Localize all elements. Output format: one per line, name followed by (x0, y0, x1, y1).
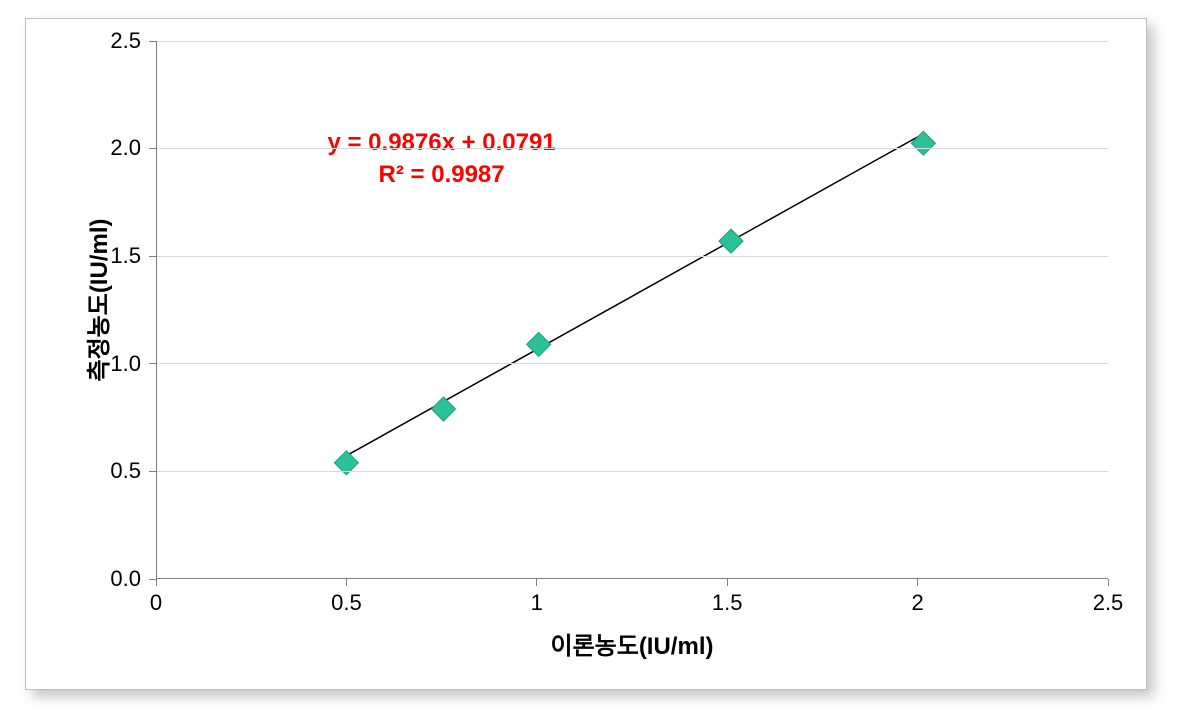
gridline-y (156, 256, 1108, 257)
equation-line1: y = 0.9876x + 0.0791 (218, 127, 665, 159)
y-tick-label: 1.5 (110, 243, 141, 269)
x-axis-line (156, 578, 1108, 579)
plot-area: y = 0.9876x + 0.0791 R² = 0.9987 00.511.… (156, 41, 1108, 579)
gridline-y (156, 41, 1108, 42)
y-tick-label: 2.5 (110, 28, 141, 54)
gridline-y (156, 363, 1108, 364)
y-tick (149, 41, 156, 42)
data-point (432, 397, 456, 421)
y-tick (149, 579, 156, 580)
y-tick (149, 363, 156, 364)
x-tick (1108, 579, 1109, 586)
y-axis-line (156, 41, 157, 579)
x-tick-label: 0.5 (316, 590, 376, 616)
x-tick (917, 579, 918, 586)
x-axis-title: 이론농도(IU/ml) (512, 626, 752, 661)
x-tick-label: 1 (507, 590, 567, 616)
y-tick (149, 148, 156, 149)
y-tick-label: 0.0 (110, 566, 141, 592)
y-tick (149, 256, 156, 257)
x-tick (727, 579, 728, 586)
y-tick-label: 0.5 (110, 458, 141, 484)
equation-line2: R² = 0.9987 (218, 159, 665, 191)
data-point (911, 131, 935, 155)
data-point (719, 229, 743, 253)
y-axis-title: 측정농도(IU/ml) (79, 180, 114, 420)
x-tick-label: 2 (888, 590, 948, 616)
chart-frame: y = 0.9876x + 0.0791 R² = 0.9987 0 0.5 1 1.… (25, 18, 1147, 690)
equation-text: y = 0.9876x + 0.0791 R² = 0.9987 (218, 127, 665, 192)
chart-canvas: y = 0.9876x + 0.0791 R² = 0.9987 0 0.5 1 1.… (0, 0, 1186, 720)
y-tick-label: 1.0 (110, 351, 141, 377)
y-tick (149, 471, 156, 472)
x-tick (536, 579, 537, 586)
chart-svg (156, 41, 1108, 579)
gridline-y (156, 471, 1108, 472)
x-tick (156, 579, 157, 586)
y-tick-label: 2.0 (110, 135, 141, 161)
x-tick (346, 579, 347, 586)
gridline-y (156, 148, 1108, 149)
x-tick-label: 1.5 (697, 590, 757, 616)
x-tick-label: 0 (126, 590, 186, 616)
x-tick-label: 2.5 (1078, 590, 1138, 616)
